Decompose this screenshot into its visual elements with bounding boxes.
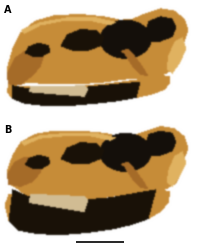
Text: A: A — [4, 5, 12, 15]
Text: B: B — [4, 125, 11, 135]
